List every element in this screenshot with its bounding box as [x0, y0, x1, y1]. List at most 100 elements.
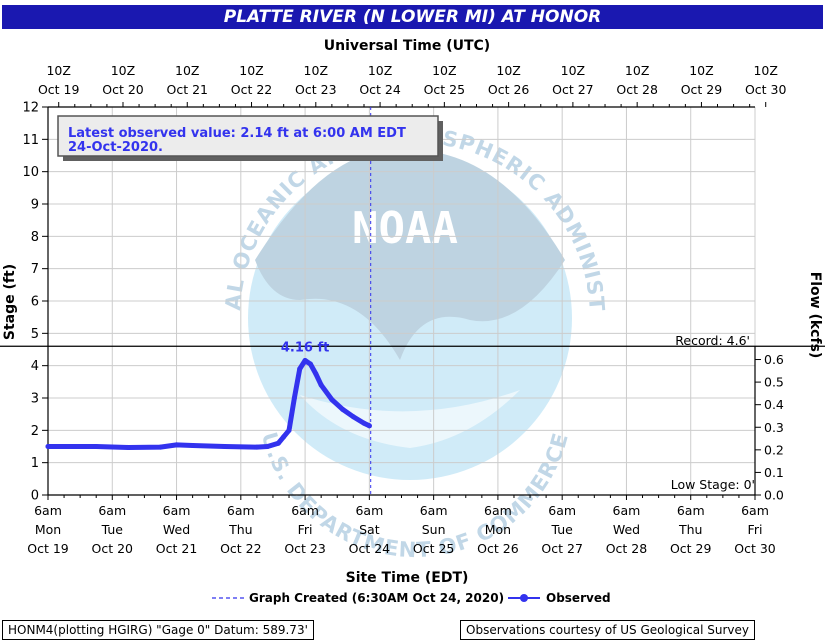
y-axis-left-label: Stage (ft): [2, 264, 18, 340]
y-tick-label: 12: [22, 101, 39, 116]
top-tick-label-time: 10Z: [689, 63, 713, 78]
x-tick-label-time: 6am: [420, 503, 448, 518]
y-tick-label: 1: [31, 456, 39, 471]
top-tick-label-date: Oct 22: [231, 82, 273, 97]
observed-data-point: [297, 366, 303, 372]
x-tick-label-date: Oct 27: [541, 541, 583, 556]
y-tick-label: 11: [22, 133, 39, 148]
axes: [0, 102, 825, 500]
x-tick-label-date: Oct 26: [477, 541, 519, 556]
bottom-axis-title: Site Time (EDT): [346, 570, 469, 586]
observed-data-point: [281, 434, 287, 440]
y2-tick-label: 0.5: [764, 375, 784, 390]
x-tick-label-weekday: Mon: [35, 522, 61, 537]
callout-line-2: 24-Oct-2020.: [68, 140, 163, 155]
y-tick-label: 10: [22, 165, 39, 180]
x-tick-label-time: 6am: [613, 503, 641, 518]
legend-observed-marker: [520, 594, 528, 602]
top-tick-label-time: 10Z: [753, 63, 777, 78]
x-tick-label-date: Oct 24: [349, 541, 391, 556]
observed-data-point: [291, 395, 297, 401]
top-tick-label-time: 10Z: [625, 63, 649, 78]
y-tick-label: 2: [31, 424, 39, 439]
x-tick-label-time: 6am: [548, 503, 576, 518]
x-tick-label-weekday: Thu: [678, 522, 702, 537]
y-axis-right-label: Flow (kcfs): [807, 272, 823, 359]
observed-data-point: [157, 444, 163, 450]
observed-data-point: [329, 397, 335, 403]
legend-observed-label: Observed: [546, 591, 611, 605]
top-tick-label-time: 10Z: [368, 63, 392, 78]
x-tick-label-date: Oct 29: [670, 541, 712, 556]
low-stage-label: Low Stage: 0': [671, 477, 755, 492]
x-tick-label-weekday: Thu: [228, 522, 252, 537]
x-tick-label-weekday: Fri: [298, 522, 313, 537]
observed-data-point: [318, 382, 324, 388]
callout-box: [57, 115, 439, 157]
top-tick-label-date: Oct 25: [424, 82, 466, 97]
observed-data-point: [286, 427, 292, 433]
chart-title: PLATTE RIVER (N LOWER MI) AT HONOR: [2, 5, 823, 29]
hydrograph-chart: NOAA NATIONAL OCEANIC AND ATMOSPHERIC AD…: [0, 0, 825, 605]
datum-note: HONM4(plotting HGIRG) "Gage 0" Datum: 58…: [2, 620, 314, 640]
y2-tick-label: 0.6: [764, 352, 784, 367]
top-tick-label-time: 10Z: [304, 63, 328, 78]
top-tick-label-date: Oct 27: [552, 82, 594, 97]
series-observed: [45, 357, 372, 450]
x-tick-label-date: Oct 30: [734, 541, 776, 556]
observed-data-point: [265, 444, 271, 449]
observed-data-point: [302, 357, 308, 363]
x-tick-label-weekday: Tue: [551, 522, 574, 537]
observed-data-point: [45, 444, 51, 449]
x-tick-label-weekday: Sat: [359, 522, 380, 537]
x-tick-label-date: Oct 25: [413, 541, 455, 556]
legend-created-label: Graph Created (6:30AM Oct 24, 2020): [249, 591, 504, 605]
observed-data-point: [190, 443, 196, 449]
top-tick-label-date: Oct 23: [295, 82, 337, 97]
x-tick-label-date: Oct 21: [156, 541, 198, 556]
top-tick-label-time: 10Z: [46, 63, 70, 78]
x-tick-label-date: Oct 20: [92, 541, 134, 556]
y-tick-label: 3: [31, 392, 39, 407]
x-tick-label-weekday: Fri: [748, 522, 763, 537]
record-stage-label: Record: 4.6': [675, 333, 750, 348]
y-tick-label: 0: [31, 489, 39, 504]
top-tick-label-date: Oct 20: [102, 82, 144, 97]
observed-data-point: [125, 444, 131, 450]
top-tick-label-date: Oct 29: [681, 82, 723, 97]
top-tick-label-date: Oct 21: [167, 82, 209, 97]
x-tick-label-date: Oct 19: [27, 541, 69, 556]
y2-tick-label: 0.1: [764, 465, 784, 480]
top-tick-label-time: 10Z: [561, 63, 585, 78]
observed-data-point: [222, 444, 228, 449]
observed-data-point: [275, 440, 281, 446]
x-tick-label-weekday: Sun: [422, 522, 446, 537]
top-tick-label-date: Oct 19: [38, 82, 80, 97]
top-tick-label-time: 10Z: [239, 63, 263, 78]
callout-line-1: Latest observed value: 2.14 ft at 6:00 A…: [68, 126, 406, 141]
x-tick-label-time: 6am: [484, 503, 512, 518]
x-tick-label-time: 6am: [741, 503, 769, 518]
y-tick-label: 7: [31, 262, 39, 277]
latest-value-callout: Latest observed value: 2.14 ft at 6:00 A…: [57, 115, 443, 161]
y2-tick-label: 0.2: [764, 442, 784, 457]
x-tick-label-date: Oct 28: [606, 541, 648, 556]
legend: Graph Created (6:30AM Oct 24, 2020) Obse…: [212, 591, 611, 605]
x-tick-label-weekday: Wed: [163, 522, 190, 537]
observed-data-point: [361, 420, 367, 426]
observed-data-point: [350, 414, 356, 420]
x-tick-label-time: 6am: [355, 503, 383, 518]
x-tick-label-time: 6am: [677, 503, 705, 518]
x-tick-label-date: Oct 23: [284, 541, 326, 556]
x-tick-label-time: 6am: [291, 503, 319, 518]
top-tick-label-time: 10Z: [111, 63, 135, 78]
top-axis-title: Universal Time (UTC): [324, 38, 490, 54]
x-tick-label-time: 6am: [34, 503, 62, 518]
x-tick-label-date: Oct 22: [220, 541, 262, 556]
observed-data-point: [366, 423, 372, 429]
y-tick-label: 4: [31, 359, 39, 374]
tick-labels: 01234567891011120.00.10.20.30.40.50.66am…: [22, 63, 786, 556]
x-tick-label-time: 6am: [227, 503, 255, 518]
y-tick-label: 8: [31, 230, 39, 245]
observed-data-point: [93, 444, 99, 449]
